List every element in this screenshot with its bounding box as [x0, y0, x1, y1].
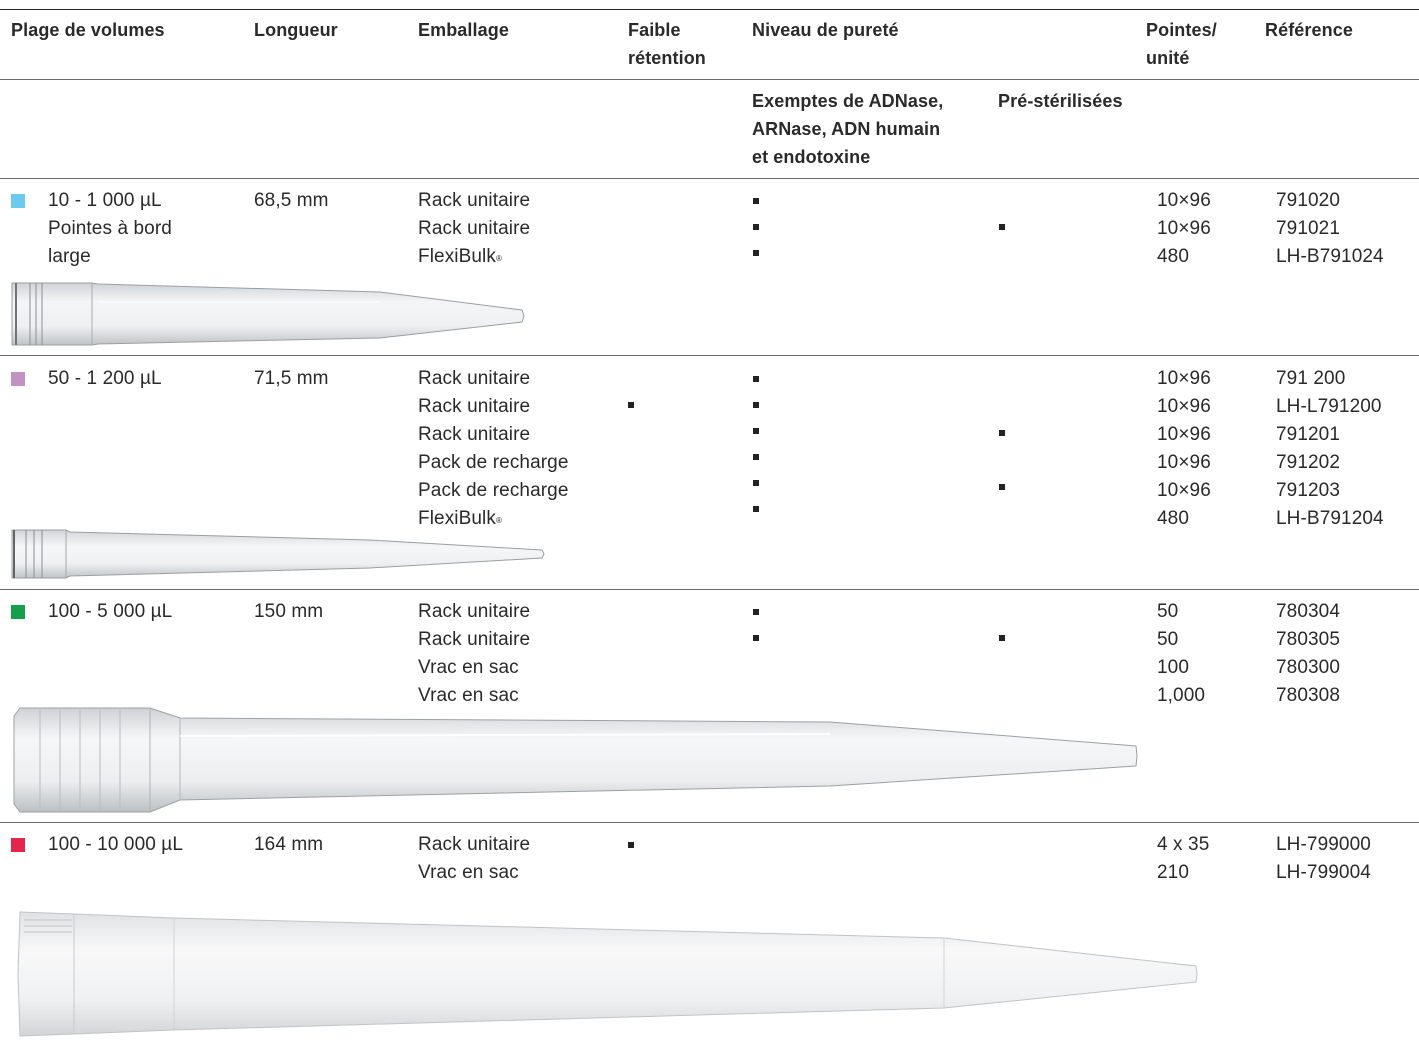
tip-length: 71,5 mm: [254, 368, 329, 389]
tip-length: 150 mm: [254, 601, 324, 622]
low-retention-mark: [628, 402, 634, 408]
header-tips-per-unit: Pointes/ unité: [1146, 20, 1217, 68]
header-packaging: Emballage: [418, 20, 509, 40]
header-purity: Niveau de pureté: [752, 20, 899, 40]
purity-free-mark: [753, 198, 759, 204]
color-swatch: [11, 372, 25, 386]
header-rule: [0, 79, 1419, 80]
purity-free-mark: [753, 402, 759, 408]
reference-list: 791020 791021 LH-B791024: [1276, 190, 1384, 267]
table-top-rule: [0, 9, 1419, 10]
tip-length: 68,5 mm: [254, 190, 329, 211]
packaging-list: Rack unitaire Rack unitaire FlexiBulk®: [418, 190, 531, 267]
purity-free-mark: [753, 250, 759, 256]
subheader-purity-free: Exemptes de ADNase, ARNase, ADN humain e…: [752, 91, 944, 167]
sterile-mark: [999, 430, 1005, 436]
sterile-mark: [999, 224, 1005, 230]
header-reference: Référence: [1265, 20, 1353, 40]
packaging-list: Rack unitaire Rack unitaire Rack unitair…: [418, 368, 569, 529]
qty-list: 10×96 10×96 10×96 10×96 10×96 480: [1157, 368, 1211, 529]
color-swatch: [11, 838, 25, 852]
volume-range: 100 - 10 000 µL: [48, 834, 183, 855]
low-retention-mark: [628, 842, 634, 848]
qty-list: 10×96 10×96 480: [1157, 190, 1211, 267]
header-low-retention: Faible rétention: [628, 20, 706, 68]
tip-length: 164 mm: [254, 834, 324, 855]
packaging-list: Rack unitaire Rack unitaire Vrac en sac …: [418, 601, 531, 706]
reference-list: LH-799000 LH-799004: [1276, 834, 1371, 883]
purity-free-mark: [753, 506, 759, 512]
purity-free-mark: [753, 609, 759, 615]
pipette-tip-image: [13, 707, 1138, 813]
qty-list: 50 50 100 1,000: [1157, 601, 1206, 706]
header-length: Longueur: [254, 20, 338, 40]
header-volume: Plage de volumes: [11, 20, 165, 40]
volume-range: 100 - 5 000 µL: [48, 601, 173, 622]
packaging-list: Rack unitaire Vrac en sac: [418, 834, 531, 883]
purity-free-mark: [753, 454, 759, 460]
volume-range: 10 - 1 000 µL Pointes à bord large: [48, 190, 172, 267]
color-swatch: [11, 605, 25, 619]
purity-free-mark: [753, 376, 759, 382]
color-swatch: [11, 194, 25, 208]
sterile-mark: [999, 484, 1005, 490]
row-divider: [0, 355, 1419, 356]
reference-list: 791 200 LH-L791200 791201 791202 791203 …: [1276, 368, 1384, 529]
row-divider: [0, 822, 1419, 823]
subheader-rule: [0, 178, 1419, 179]
qty-list: 4 x 35 210: [1157, 834, 1210, 883]
subheader-purity-sterile: Pré-stérilisées: [998, 91, 1123, 111]
sterile-mark: [999, 635, 1005, 641]
pipette-tip-image: [17, 911, 1198, 1037]
reference-list: 780304 780305 780300 780308: [1276, 601, 1341, 706]
row-divider: [0, 589, 1419, 590]
purity-free-mark: [753, 635, 759, 641]
purity-free-mark: [753, 480, 759, 486]
purity-free-mark: [753, 428, 759, 434]
pipette-tip-image: [11, 529, 545, 579]
pipette-tip-image: [11, 282, 525, 346]
purity-free-mark: [753, 224, 759, 230]
volume-range: 50 - 1 200 µL: [48, 368, 162, 389]
